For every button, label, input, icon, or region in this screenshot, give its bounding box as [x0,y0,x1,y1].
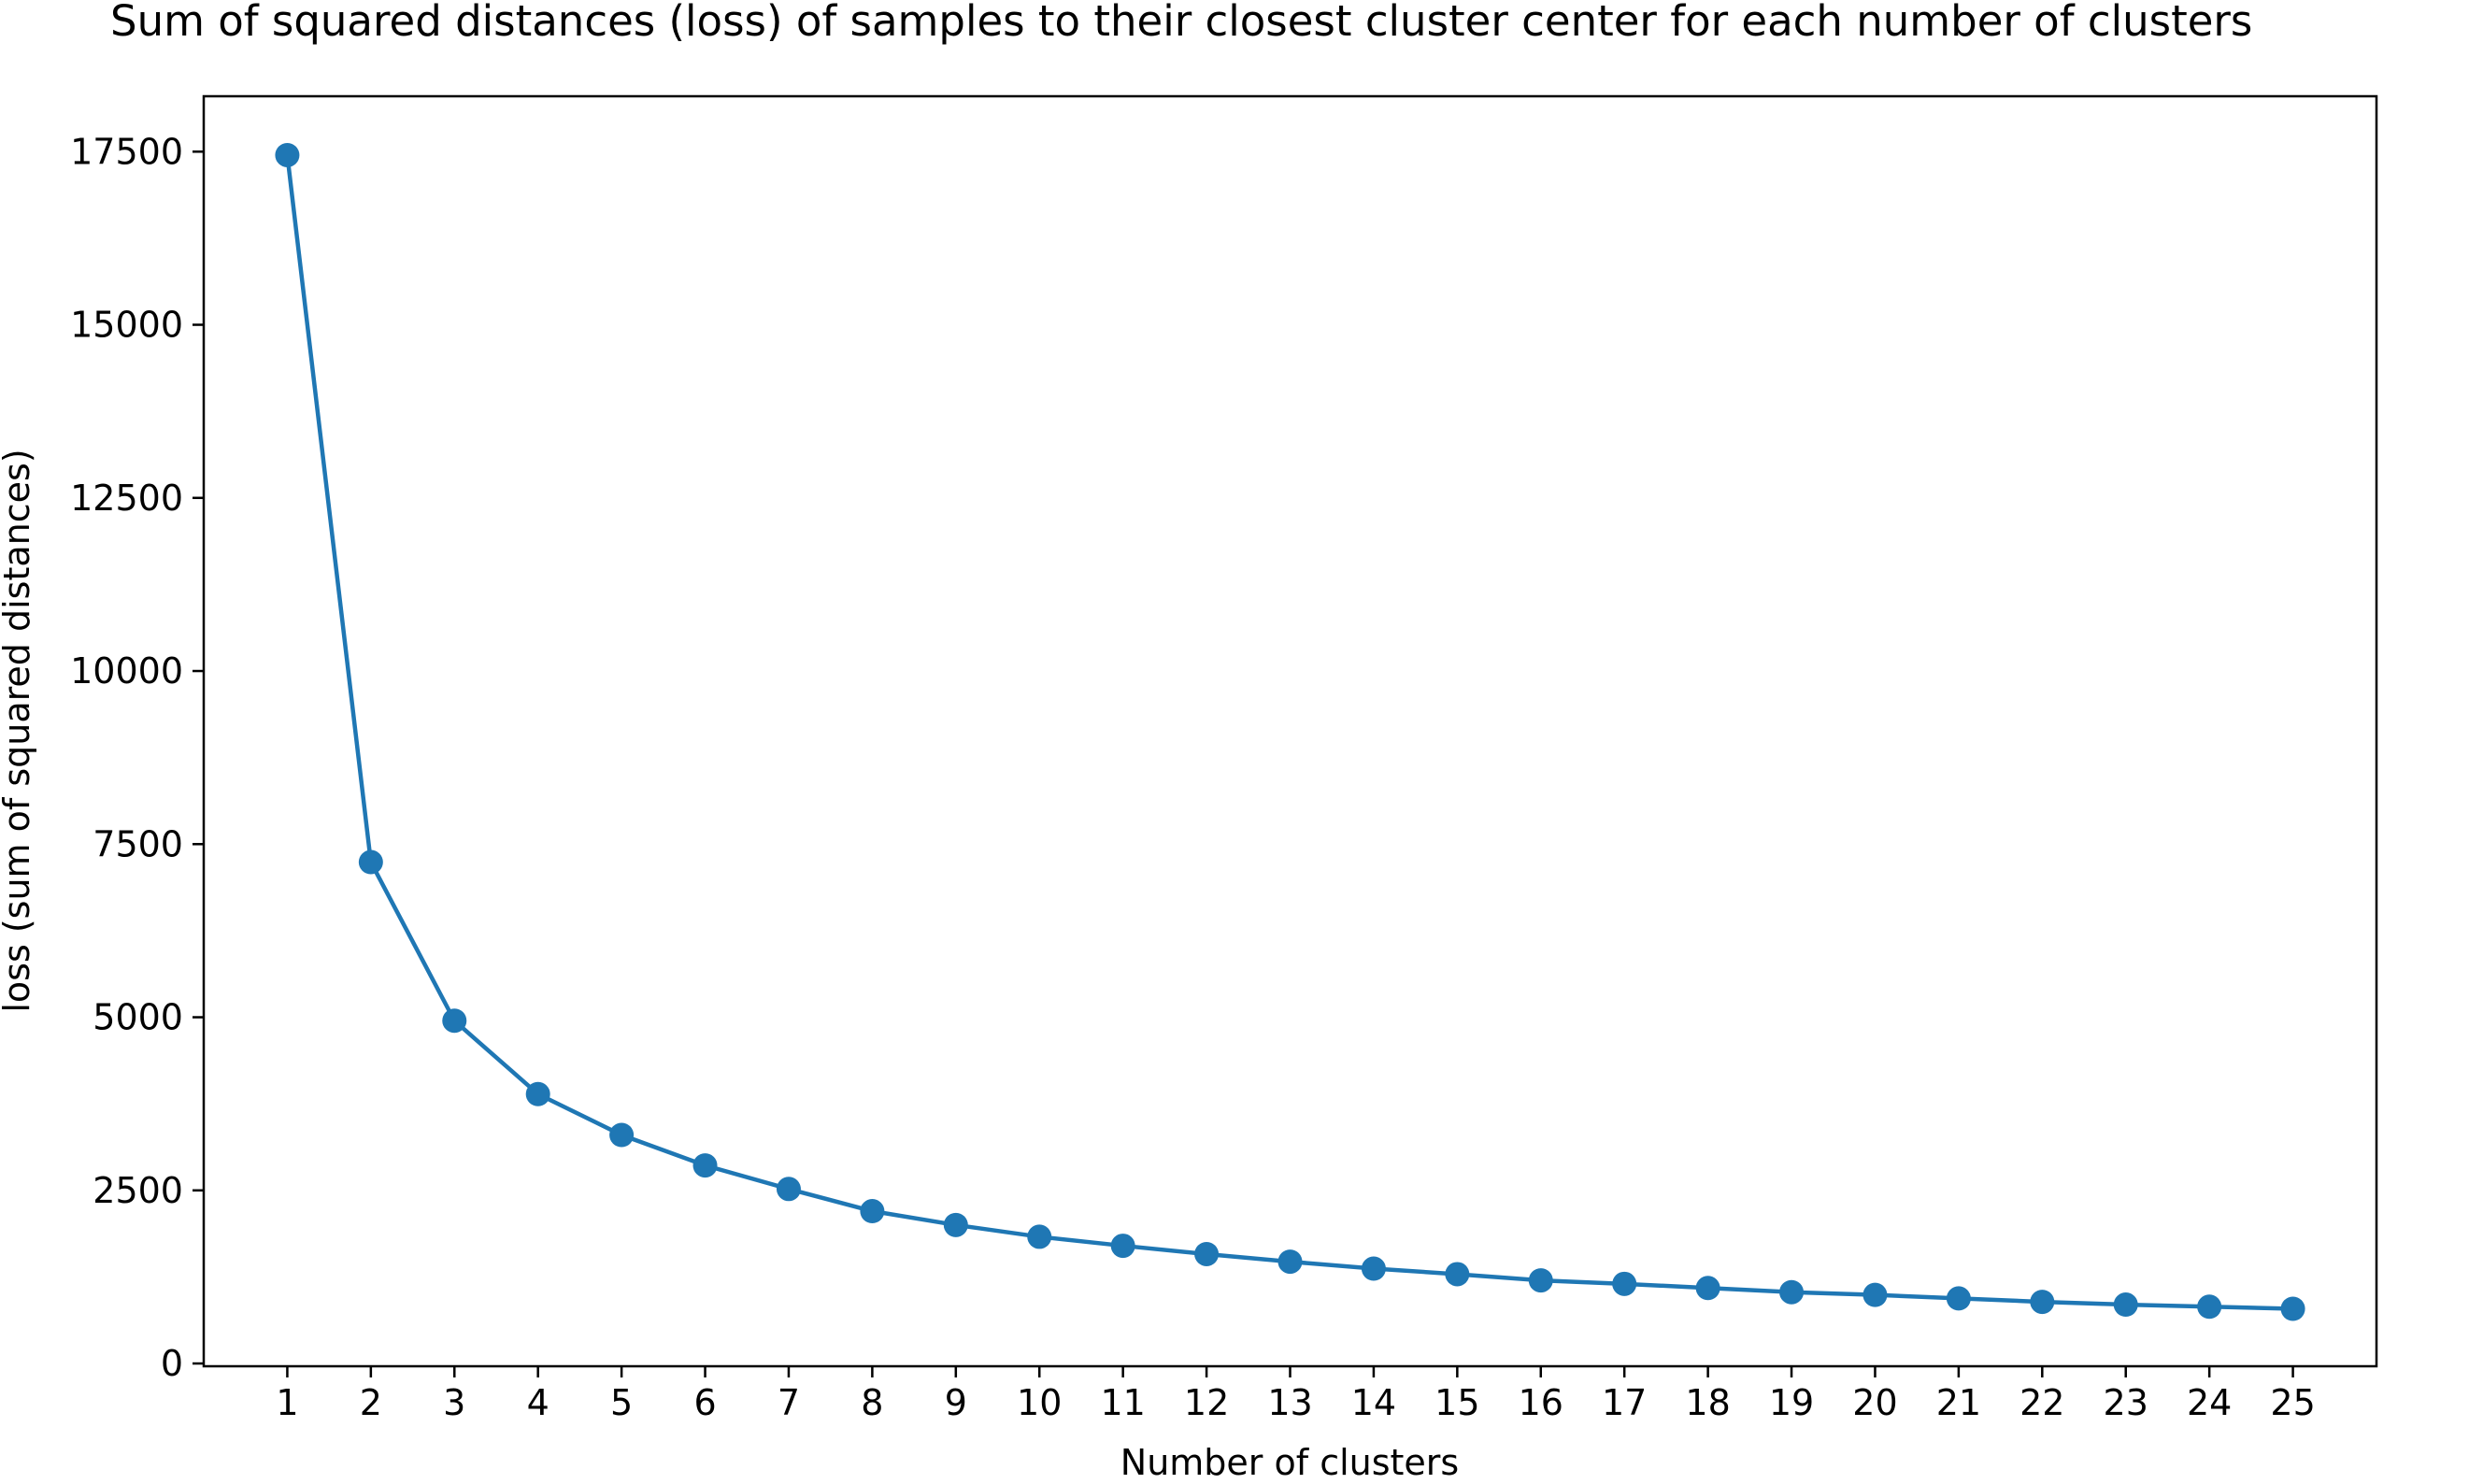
y-tick-label: 7500 [93,823,183,864]
data-point [2113,1292,2138,1318]
y-tick-label: 12500 [70,478,183,519]
x-tick-label: 1 [276,1382,298,1423]
x-tick-label: 7 [778,1382,800,1423]
data-point [1445,1262,1470,1287]
data-point [1695,1276,1720,1301]
y-tick-label: 15000 [70,305,183,346]
data-point [2197,1294,2222,1320]
data-point [1862,1282,1888,1307]
data-point [1277,1249,1303,1275]
data-point [860,1199,885,1224]
y-tick-label: 17500 [70,131,183,172]
data-point [442,1008,467,1034]
x-tick-label: 20 [1852,1382,1897,1423]
y-axis-title: loss (sum of squared distances) [0,449,37,1012]
x-tick-label: 24 [2187,1382,2232,1423]
x-tick-label: 18 [1685,1382,1730,1423]
x-tick-label: 11 [1100,1382,1145,1423]
x-tick-label: 13 [1267,1382,1312,1423]
y-axis: 0 2500 5000 7500 10000 12500 15000 17500 [70,131,204,1384]
data-point [2280,1296,2305,1321]
x-tick-label: 2 [360,1382,382,1423]
x-tick-label: 22 [2019,1382,2064,1423]
data-point [1779,1279,1805,1305]
plot-area-frame [202,94,2378,1368]
x-tick-label: 9 [945,1382,967,1423]
x-tick-label: 10 [1017,1382,1062,1423]
x-tick-label: 3 [443,1382,465,1423]
data-point [275,142,300,167]
x-axis-title: Number of clusters [1120,1442,1459,1483]
y-tick-label: 10000 [70,650,183,692]
x-tick-label: 12 [1184,1382,1229,1423]
x-tick-label: 17 [1602,1382,1647,1423]
data-point [1361,1256,1386,1281]
data-point [1027,1224,1052,1249]
y-tick-label: 5000 [93,997,183,1038]
data-point [525,1081,550,1106]
data-point [1110,1234,1135,1259]
x-tick-label: 19 [1769,1382,1814,1423]
x-tick-label: 4 [527,1382,549,1423]
data-point [609,1122,635,1148]
data-point [1946,1286,1971,1311]
x-axis: 1 2 3 4 5 6 7 8 9 10 11 12 13 14 15 16 17 18 19 20 21 22 23 24 2… [276,1366,2316,1423]
x-tick-label: 14 [1351,1382,1396,1423]
y-tick-label: 0 [161,1343,183,1384]
loss-series-markers [275,142,2305,1321]
data-point [2030,1290,2055,1315]
loss-series-line [285,154,2293,1311]
data-point [776,1177,801,1202]
data-point [1194,1241,1220,1266]
data-point [943,1212,968,1237]
chart-title: Sum of squared distances (loss) of sampl… [110,0,2252,46]
x-tick-label: 5 [610,1382,633,1423]
x-tick-label: 6 [693,1382,716,1423]
x-tick-label: 16 [1519,1382,1563,1423]
data-point [692,1153,718,1178]
x-tick-label: 23 [2104,1382,2148,1423]
x-tick-label: 25 [2270,1382,2315,1423]
data-point [1528,1268,1553,1293]
x-tick-label: 15 [1434,1382,1479,1423]
data-point [358,849,383,875]
x-tick-label: 8 [861,1382,883,1423]
data-point [1612,1271,1637,1296]
y-tick-label: 2500 [93,1170,183,1211]
x-tick-label: 21 [1936,1382,1981,1423]
